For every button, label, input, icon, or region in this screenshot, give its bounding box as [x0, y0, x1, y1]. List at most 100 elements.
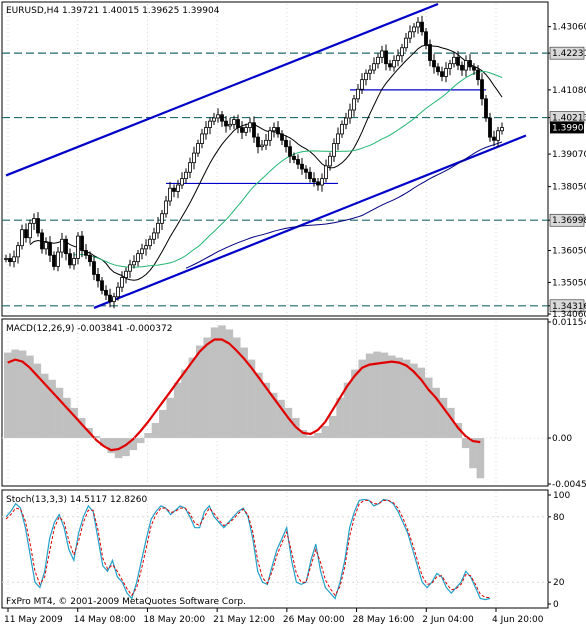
candle-body-80 [324, 165, 328, 180]
candle-body-121 [488, 117, 492, 138]
macd-bar-12 [92, 436, 101, 439]
candle-body-10 [44, 242, 48, 250]
candle-body-105 [424, 31, 428, 45]
macd-bar-44 [328, 415, 337, 439]
candle-body-62 [252, 122, 256, 138]
macd-bar-29 [218, 325, 226, 439]
candle-body-37 [152, 232, 156, 240]
axis-layer: 1.43060 1.42231 1.41080 1.40213 1.39070 1.380… [4, 23, 586, 625]
macd-signal-line [7, 338, 481, 452]
candle-body-94 [380, 50, 384, 58]
candle-body-78 [316, 181, 320, 186]
candle-body-36 [148, 238, 152, 247]
candle-body-108 [436, 66, 440, 73]
candle-body-91 [368, 69, 372, 74]
candle-body-85 [344, 117, 348, 125]
candle-body-53 [216, 114, 220, 119]
macd-bar-6 [48, 379, 56, 439]
xtick-label-4: 26 May 00:00 [283, 615, 345, 625]
macd-bar-49 [365, 353, 374, 439]
candle-body-48 [196, 143, 200, 154]
macd-bar-51 [380, 352, 389, 439]
macd-bar-36 [269, 392, 278, 439]
macd-bar-64 [476, 438, 485, 479]
macd-bar-4 [33, 363, 42, 439]
main-price-layer [2, 2, 548, 309]
candle-body-111 [448, 63, 452, 69]
copyright-text: FxPro MT4, © 2001-2009 MetaQuotes Softwa… [6, 597, 246, 607]
candle-body-25 [104, 289, 108, 296]
stoch-ytick-label-1: 80 [553, 513, 565, 523]
candle-body-61 [248, 122, 252, 128]
candle-body-68 [276, 127, 280, 135]
macd-bar-10 [77, 417, 86, 439]
macd-bar-17 [129, 438, 138, 451]
candle-body-3 [16, 245, 20, 258]
macd-bar-16 [122, 438, 130, 457]
macd-bar-61 [454, 422, 463, 439]
macd-bar-57 [424, 377, 433, 439]
candle-body-33 [136, 253, 140, 263]
macd-bar-22 [166, 397, 175, 439]
macd-panel-frame [1, 318, 549, 487]
macd-bar-20 [151, 422, 160, 439]
macd-bar-48 [358, 359, 367, 439]
candle-body-87 [352, 98, 356, 111]
macd-bar-13 [100, 438, 108, 447]
candle-body-55 [224, 120, 228, 127]
macd-bar-35 [262, 382, 271, 439]
candle-body-7 [32, 218, 36, 224]
candle-body-81 [328, 155, 332, 167]
macd-bar-41 [306, 436, 315, 439]
candle-body-92 [372, 63, 376, 71]
candle-body-5 [24, 229, 28, 239]
candle-body-1 [8, 258, 12, 263]
candle-body-89 [360, 79, 364, 90]
macd-bar-58 [432, 387, 440, 439]
candle-body-19 [80, 235, 84, 251]
main-header: EURUSD,H4 1.39721 1.40015 1.39625 1.3990… [6, 6, 220, 16]
sma-fast-line [29, 44, 503, 281]
main-ytick-label-8: 1.35050 [552, 278, 586, 288]
candle-body-14 [60, 238, 64, 253]
candle-body-65 [264, 139, 268, 146]
stoch-main-line [5, 498, 491, 601]
candle-body-60 [244, 127, 248, 133]
candle-body-119 [480, 79, 484, 100]
candle-body-23 [96, 274, 100, 282]
macd-bar-28 [210, 327, 219, 439]
candle-body-4 [20, 229, 24, 247]
candle-body-26 [108, 294, 112, 302]
candle-body-21 [88, 254, 92, 263]
candle-body-45 [184, 171, 188, 180]
macd-bar-33 [247, 359, 256, 439]
candle-body-16 [68, 253, 72, 266]
macd-bar-50 [373, 351, 381, 439]
candle-body-97 [392, 60, 396, 68]
candle-body-118 [476, 69, 480, 81]
candle-body-72 [292, 155, 296, 160]
candle-body-51 [208, 120, 212, 128]
macd-bar-31 [232, 337, 241, 439]
candle-body-57 [232, 119, 236, 125]
candle-body-75 [304, 168, 308, 173]
xtick-label-5: 28 May 16:00 [353, 615, 415, 625]
macd-bar-55 [410, 363, 418, 439]
grid-layer [7, 4, 497, 606]
candle-body-54 [220, 114, 224, 122]
stoch-panel-frame [1, 489, 549, 609]
candle-body-44 [180, 178, 184, 186]
main-ytick-box-6 [549, 213, 585, 227]
candle-body-104 [420, 21, 424, 33]
macd-bar-26 [196, 345, 204, 439]
candle-body-90 [364, 72, 368, 81]
sma-mid-line [73, 70, 503, 268]
macd-bar-59 [439, 397, 448, 439]
macd-bar-2 [18, 350, 27, 439]
main-ytick-label-9: 1.34316 [552, 302, 586, 312]
macd-bar-18 [136, 438, 145, 444]
main-ytick-label-4: 1.39070 [552, 150, 586, 160]
candle-body-73 [296, 159, 300, 165]
candle-body-38 [156, 222, 160, 234]
macd-bar-37 [277, 399, 285, 439]
